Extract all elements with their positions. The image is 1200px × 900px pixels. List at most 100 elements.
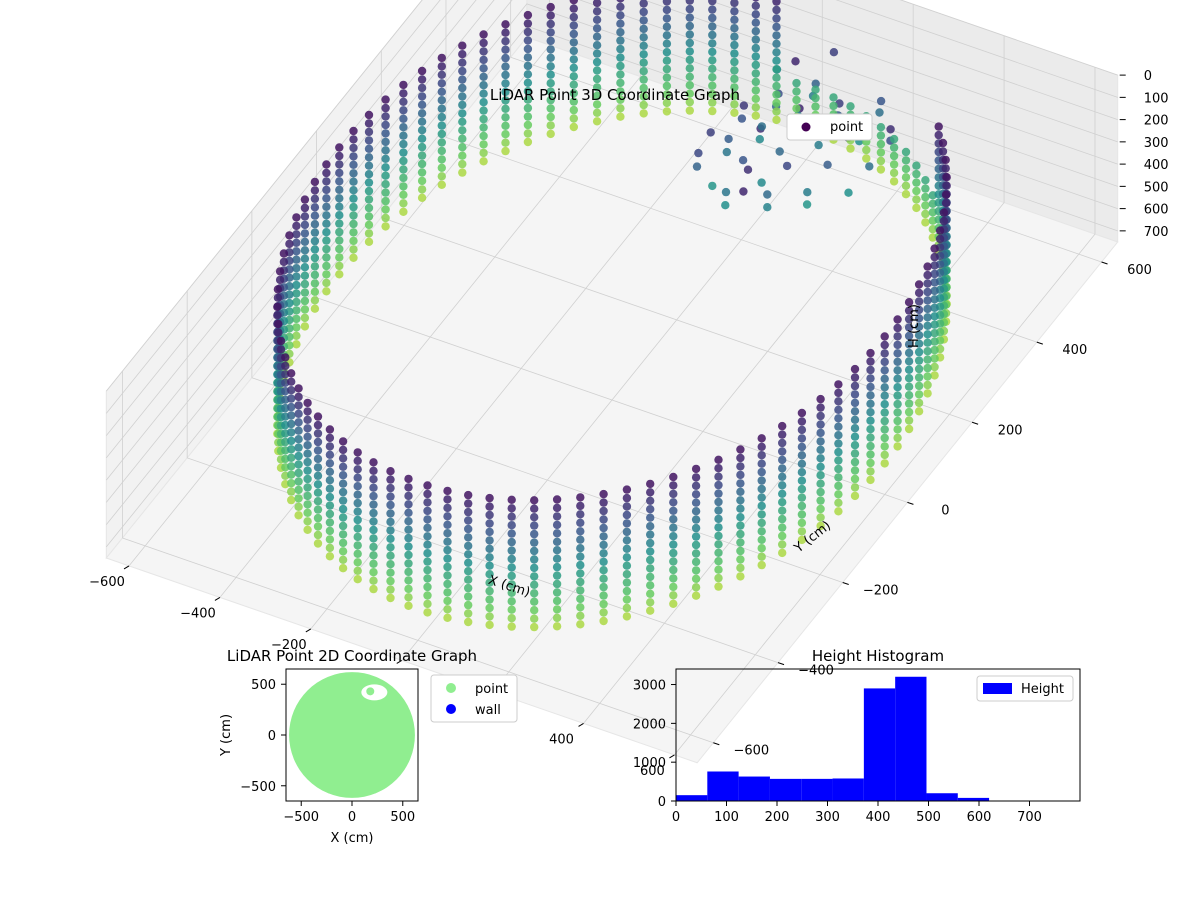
point-3d: [287, 369, 296, 378]
point-3d: [552, 537, 562, 546]
point-3d: [507, 546, 516, 555]
point-3d: [417, 75, 427, 84]
point-3d: [757, 510, 766, 519]
point-3d: [313, 497, 323, 506]
point-3d: [569, 4, 578, 13]
grid-line-x: [219, 0, 641, 598]
point-3d: [757, 560, 766, 570]
point-3d: [546, 70, 555, 79]
point-3d: [724, 134, 733, 144]
point-3d: [325, 501, 335, 510]
point-3d: [576, 620, 585, 629]
point-3d: [417, 117, 427, 126]
point-3d: [669, 582, 678, 592]
point-3d: [576, 518, 585, 527]
point-3d: [303, 466, 312, 475]
point-3d: [691, 473, 701, 482]
point-3d: [914, 305, 924, 315]
point-3d: [530, 580, 539, 589]
point-3d: [811, 79, 820, 88]
point-3d: [369, 559, 378, 568]
point-3d: [646, 606, 655, 615]
point-3d: [404, 601, 413, 610]
point-3d: [300, 305, 310, 314]
point-3d: [310, 220, 320, 229]
point-3d: [423, 608, 432, 617]
point-3d: [300, 195, 310, 204]
point-3d: [322, 278, 331, 288]
point-3d: [300, 296, 310, 306]
point-3d: [274, 319, 283, 329]
point-3d: [866, 416, 875, 425]
point-3d: [714, 472, 723, 481]
y-tick-label: 400: [1062, 343, 1087, 358]
point-3d: [325, 552, 335, 561]
point-3d: [287, 394, 296, 403]
chart-3d-legend: point: [786, 113, 873, 141]
point-3d: [287, 479, 296, 488]
point-3d: [757, 484, 766, 494]
x-tick-mark: [578, 722, 584, 727]
point-3d: [399, 199, 408, 208]
point-3d: [616, 95, 625, 105]
point-3d: [325, 543, 335, 553]
point-3d: [834, 447, 843, 457]
point-3d: [880, 433, 889, 443]
point-3d: [417, 142, 427, 152]
point-3d: [381, 196, 390, 206]
point-3d: [850, 432, 860, 441]
point-3d: [893, 349, 902, 358]
point-3d: [275, 267, 285, 276]
point-3d: [639, 75, 648, 84]
point-3d: [941, 199, 951, 208]
point-3d: [443, 495, 452, 504]
point-3d: [458, 151, 467, 160]
point-3d: [816, 411, 825, 421]
point-3d: [322, 228, 331, 237]
point-3d: [930, 337, 939, 346]
point-3d: [691, 515, 701, 524]
point-3d: [322, 236, 331, 245]
point-3d: [479, 72, 488, 82]
point-3d: [386, 483, 395, 493]
point-3d: [691, 557, 701, 567]
point-3d: [708, 22, 717, 31]
point-3d: [893, 399, 902, 409]
point-3d: [404, 474, 413, 484]
point-3d: [273, 293, 283, 302]
point-3d: [599, 498, 608, 507]
point-3d: [404, 542, 413, 551]
point-3d: [691, 532, 701, 541]
point-3d: [322, 177, 331, 186]
z-tick-label: 700: [1144, 225, 1169, 240]
point-3d: [501, 104, 510, 114]
point-3d: [501, 28, 510, 37]
point-3d: [669, 515, 678, 524]
point-3d: [923, 330, 932, 339]
point-3d: [914, 280, 924, 289]
point-3d: [850, 398, 860, 408]
point-3d: [485, 612, 494, 621]
point-3d: [338, 487, 348, 497]
point-3d: [300, 203, 310, 213]
point-3d: [592, 91, 602, 101]
point-3d: [313, 454, 323, 464]
point-3d: [646, 496, 655, 505]
point-3d: [313, 471, 323, 480]
point-3d: [797, 501, 807, 511]
point-3d: [751, 77, 760, 87]
point-3d: [782, 161, 792, 171]
point-3d: [912, 186, 921, 196]
point-3d: [866, 425, 875, 434]
point-3d: [616, 11, 625, 20]
point-3d: [639, 83, 648, 93]
point-3d: [349, 177, 358, 186]
point-2d-gap: [361, 684, 388, 701]
point-3d: [639, 100, 648, 110]
point-3d: [930, 329, 939, 338]
point-3d: [730, 24, 739, 33]
point-3d: [287, 453, 296, 462]
y-tick-mark: [777, 662, 785, 666]
point-3d: [669, 548, 678, 558]
point-3d: [530, 622, 539, 632]
